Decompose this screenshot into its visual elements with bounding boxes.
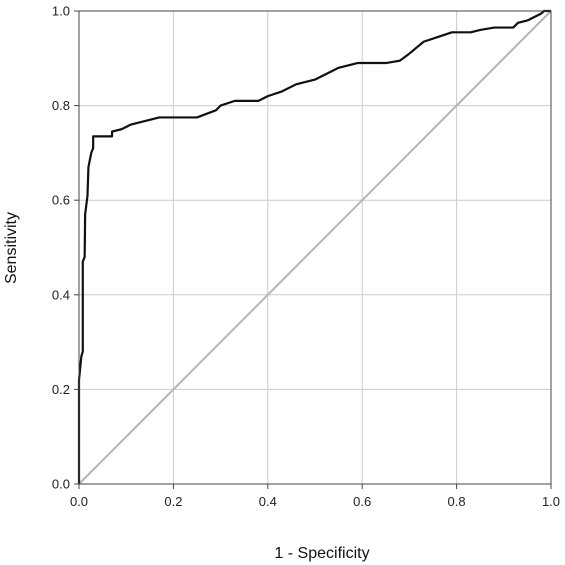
roc-curve-group (77, 9, 551, 484)
x-tick-label: 1.0 (542, 494, 560, 509)
y-tick-label: 0.6 (52, 193, 70, 208)
y-tick-label: 0.0 (52, 477, 70, 492)
y-tick-label: 0.8 (52, 98, 70, 113)
x-tick-label: 0.4 (259, 494, 277, 509)
x-tick-labels: 0.0 0.2 0.4 0.6 0.8 1.0 (70, 484, 560, 509)
roc-curve-line (77, 9, 551, 484)
y-tick-label: 0.4 (52, 287, 70, 302)
x-axis-title: 1 - Specificity (274, 545, 369, 562)
y-tick-labels: 0.0 0.2 0.4 0.6 0.8 1.0 (52, 4, 79, 492)
reference-line-group (78, 10, 552, 485)
plot-frame (78, 10, 552, 485)
x-tick-label: 0.6 (353, 494, 371, 509)
y-axis-title: Sensitivity (3, 212, 20, 284)
y-tick-label: 0.2 (52, 382, 70, 397)
x-tick-label: 0.8 (448, 494, 466, 509)
x-tick-label: 0.0 (70, 494, 88, 509)
y-tick-label: 1.0 (52, 4, 70, 19)
x-tick-label: 0.2 (164, 494, 182, 509)
reference-diagonal-line (78, 10, 552, 485)
